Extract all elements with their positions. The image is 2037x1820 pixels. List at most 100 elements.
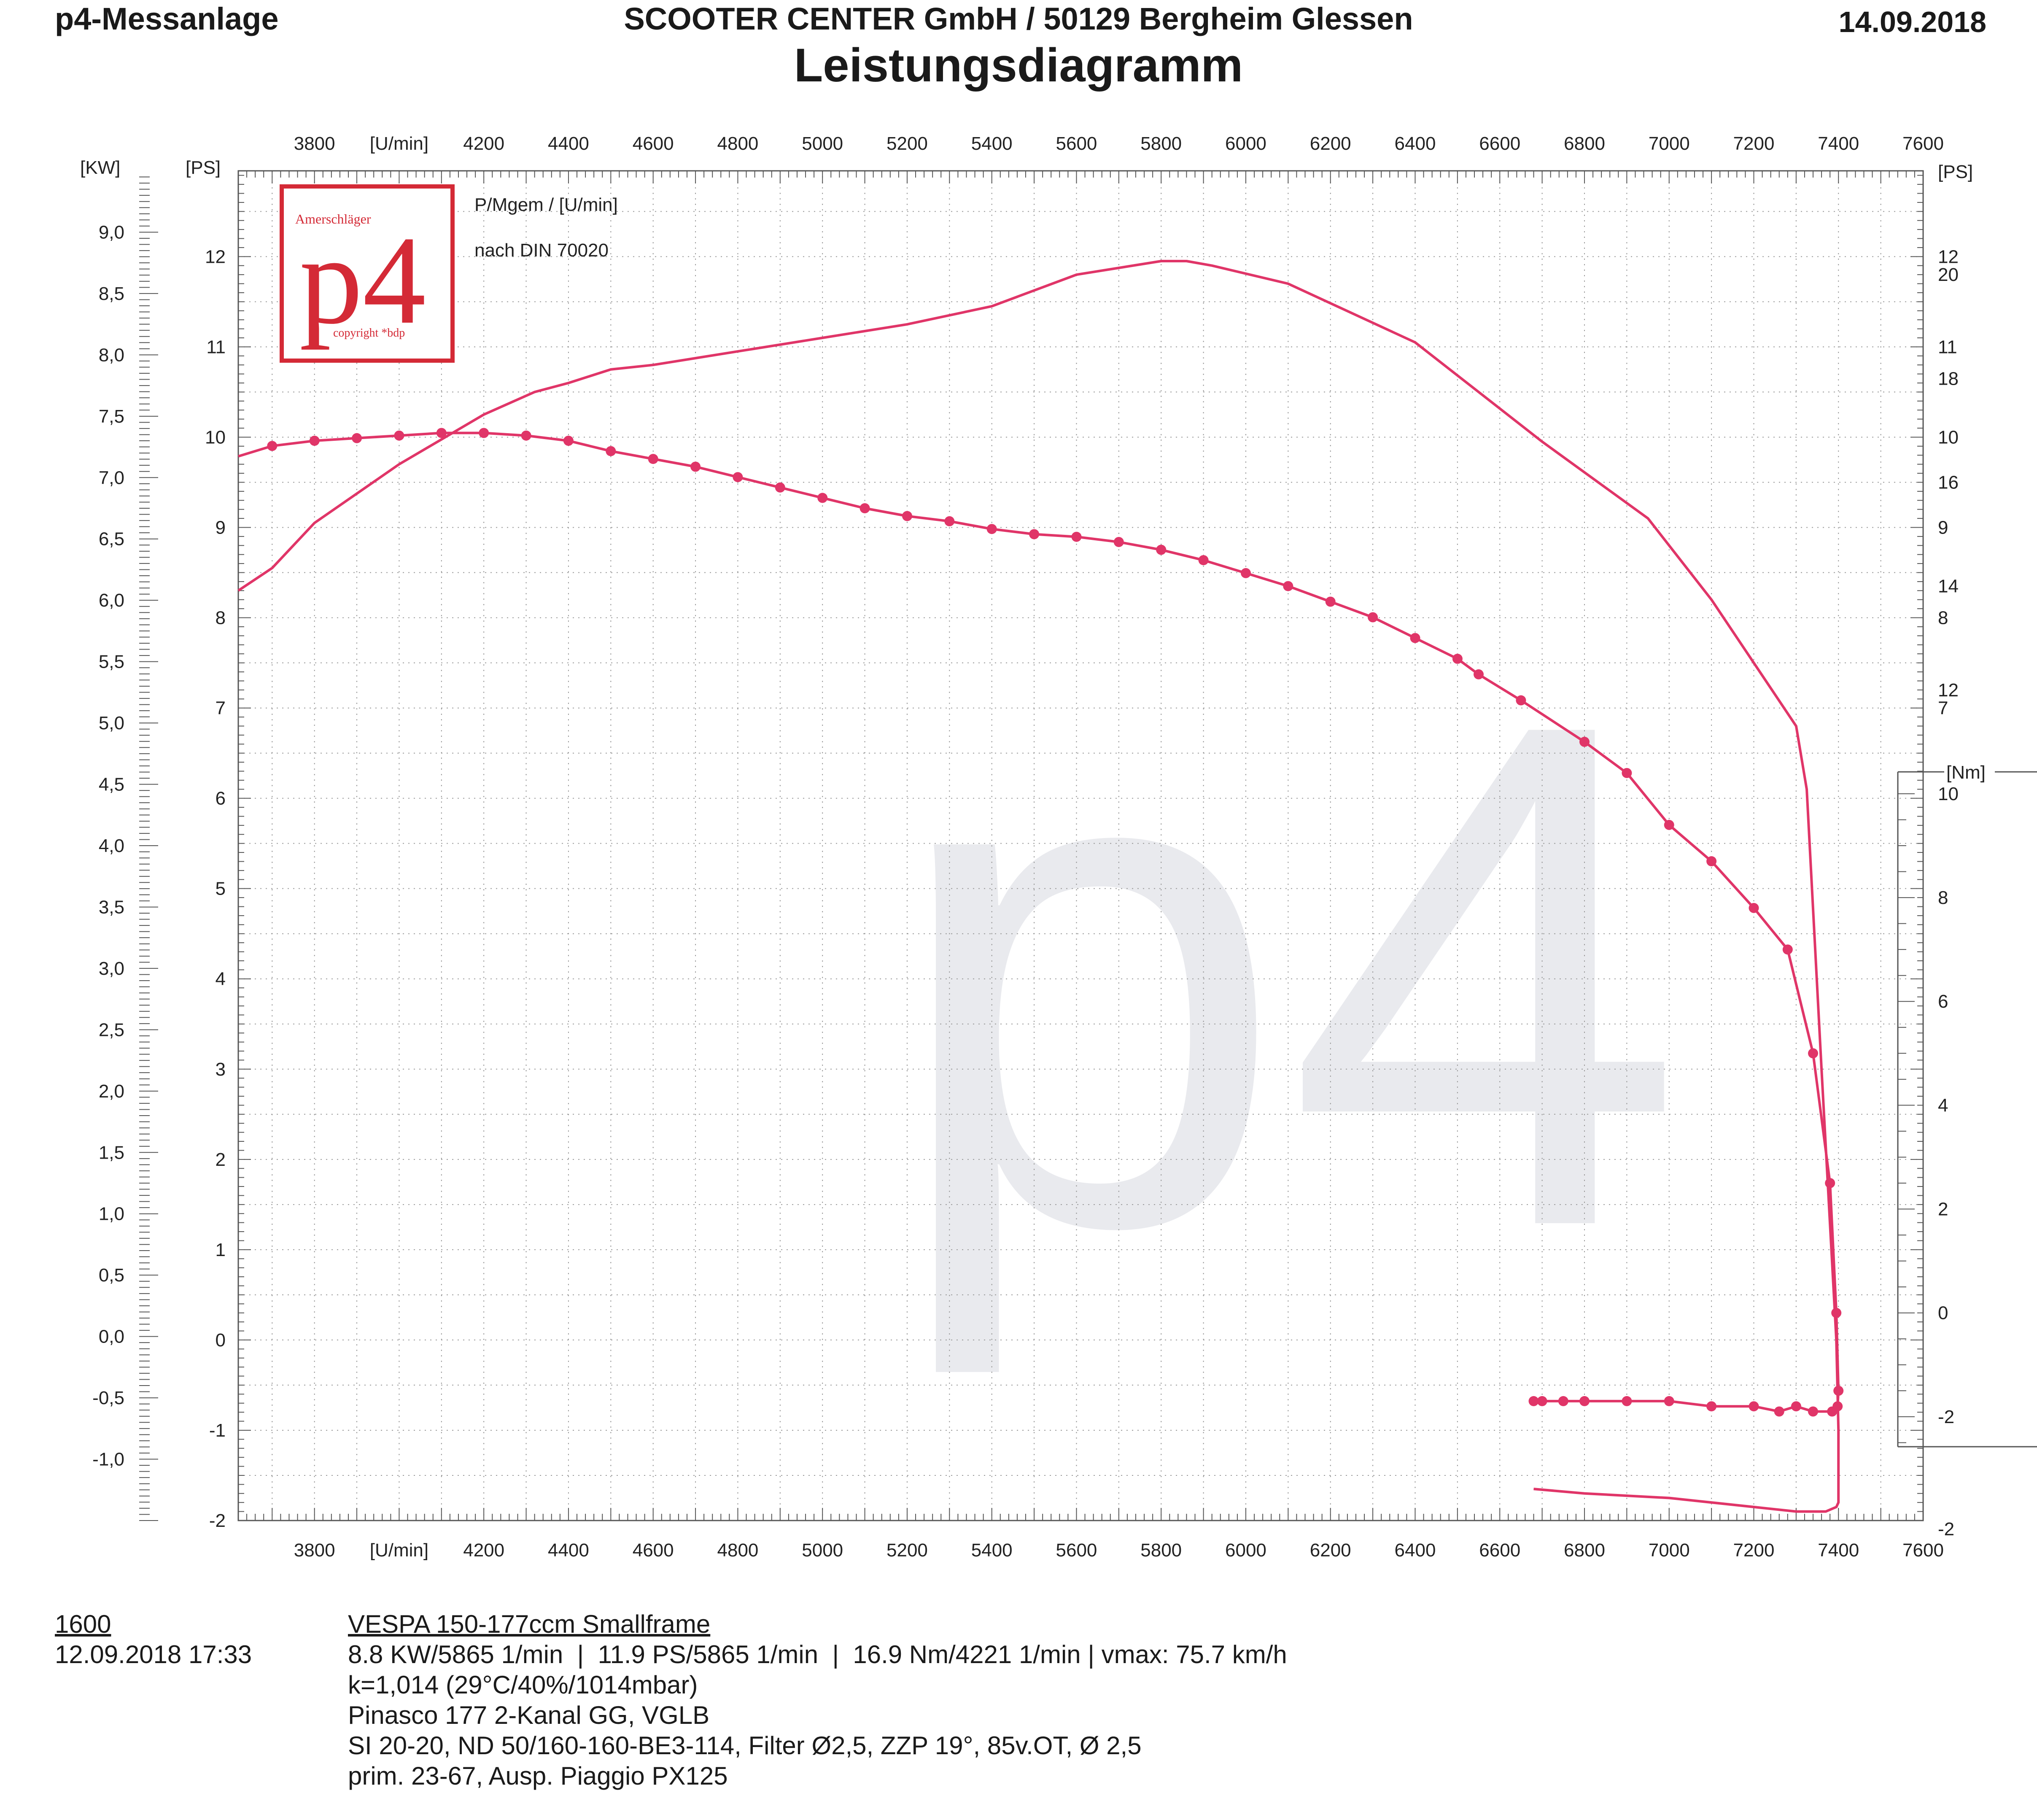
x-tick-label-bottom: 7000 [1649, 1540, 1690, 1561]
x-tick-label-bottom: 5800 [1140, 1540, 1182, 1561]
kw-tick-label: 0,5 [99, 1265, 124, 1286]
x-tick-label-top: 7200 [1733, 133, 1775, 154]
torque-curve-point [521, 430, 531, 441]
ps-tick-label: 1 [216, 1240, 226, 1260]
x-tick-label-top: 4800 [717, 133, 759, 154]
legend-line-1: P/Mgem / [U/min] [474, 194, 618, 215]
ps-tick-label: 10 [205, 427, 226, 448]
company-name: SCOOTER CENTER GmbH / 50129 Bergheim Gle… [624, 1, 1413, 36]
x-tick-label-bottom: 4200 [463, 1540, 504, 1561]
x-tick-label-top: 4200 [463, 133, 504, 154]
torque-curve-point [606, 446, 616, 456]
torque-curve-point [309, 436, 320, 446]
nm-tick-label: 14 [1938, 576, 1959, 597]
kw-tick-label: 5,5 [99, 652, 124, 672]
torque-curve-point [1029, 529, 1040, 539]
torque-curve-point [1827, 1406, 1838, 1417]
torque-curve-point [860, 503, 870, 513]
page-title: Leistungsdiagramm [794, 39, 1243, 92]
kw-tick-label: 6,5 [99, 529, 124, 550]
x-tick-label-bottom: 6000 [1225, 1540, 1266, 1561]
x-tick-label-top: 6800 [1564, 133, 1605, 154]
vehicle-line: VESPA 150-177ccm Smallframe [348, 1610, 711, 1638]
x-axis-label-top: [U/min] [370, 133, 428, 154]
torque-curve-point [648, 454, 658, 464]
nm-tick-label: -2 [1938, 1407, 1954, 1427]
torque-curve-point [267, 441, 278, 451]
nm-tick-label: 20 [1938, 264, 1959, 285]
torque-curve-point [1452, 653, 1463, 664]
torque-curve-point [775, 482, 785, 493]
ps-tick-label: 11 [206, 337, 226, 357]
x-axis-label-bottom: [U/min] [370, 1540, 428, 1561]
ps-tick-label-right: 11 [1938, 337, 1957, 357]
ps-tick-label: 7 [216, 698, 226, 719]
kw-tick-label: 3,0 [99, 958, 124, 979]
watermark-text: p4 [888, 574, 1685, 1380]
x-tick-label-top: 6600 [1479, 133, 1520, 154]
ps-tick-label: 8 [216, 608, 226, 628]
kw-axis-label: [KW] [80, 157, 120, 178]
test-description: VESPA 150-177ccm Smallframe 8.8 KW/5865 … [348, 1609, 1287, 1791]
ps-tick-label: 2 [216, 1149, 226, 1170]
ps-tick-label: 4 [216, 969, 226, 990]
torque-curve-point [1410, 633, 1420, 643]
station-name: p4-Messanlage [55, 1, 279, 36]
nm-tick-label: 12 [1938, 680, 1959, 701]
x-tick-label-bottom: 7200 [1733, 1540, 1775, 1561]
x-tick-label-top: 3800 [294, 133, 335, 154]
x-tick-label-bottom: 6800 [1564, 1540, 1605, 1561]
torque-curve-point [479, 428, 489, 438]
torque-curve-point [1325, 596, 1336, 607]
ps-tick-label: 6 [216, 788, 226, 809]
nm-tick-label: 4 [1938, 1095, 1948, 1116]
torque-curve-point [1516, 695, 1526, 706]
torque-curve-point [1706, 856, 1717, 866]
logo-big-text: p4 [299, 210, 426, 351]
kw-tick-label: 3,5 [99, 897, 124, 917]
kw-tick-label: 8,5 [99, 283, 124, 304]
chart-grid [238, 171, 1924, 1521]
nm-axis-bottom-label: -2 [1938, 1519, 1954, 1540]
ps-tick-label-right: 8 [1938, 608, 1948, 628]
torque-curve-point [1664, 1396, 1674, 1406]
x-tick-label-bottom: 5000 [802, 1540, 843, 1561]
ps-axis-label-right: [PS] [1938, 162, 1973, 182]
torque-curve-point [563, 436, 574, 446]
nm-tick-label: 8 [1938, 887, 1948, 908]
torque-curve-point [436, 428, 447, 438]
nm-tick-label: 0 [1938, 1303, 1948, 1324]
torque-curve-point [1749, 1401, 1759, 1412]
torque-curve-point [1831, 1308, 1842, 1318]
ps-tick-label: 0 [216, 1330, 226, 1351]
x-tick-label-bottom: 5600 [1056, 1540, 1097, 1561]
kw-tick-label: 0,0 [99, 1327, 124, 1347]
x-tick-label-bottom: 4400 [548, 1540, 589, 1561]
torque-curve-point [1241, 568, 1251, 578]
torque-curve-point [1528, 1396, 1539, 1406]
torque-curve-point [1749, 903, 1759, 913]
torque-curve-point [1808, 1048, 1818, 1059]
logo-copyright: copyright *bdp [333, 326, 405, 340]
chart-axes: 3800380042004200440044004600460048004800… [80, 133, 1973, 1561]
p4-logo: Amerschläger p4 copyright *bdp [280, 184, 455, 363]
torque-curve-point [1782, 944, 1793, 955]
x-tick-label-bottom: 6400 [1395, 1540, 1436, 1561]
x-tick-label-top: 6200 [1310, 133, 1351, 154]
x-tick-label-bottom: 6600 [1479, 1540, 1520, 1561]
torque-curve-point [1368, 612, 1378, 623]
nm-tick-label: 6 [1938, 991, 1948, 1012]
print-date: 14.09.2018 [1838, 5, 1986, 38]
kw-tick-label: 4,5 [99, 774, 124, 795]
kw-tick-label: 7,5 [99, 406, 124, 427]
kw-tick-label: 8,0 [99, 345, 124, 365]
cylinder-line: Pinasco 177 2-Kanal GG, VGLB [348, 1701, 710, 1729]
torque-curve-point [1071, 531, 1082, 542]
test-info: 1600 12.09.2018 17:33 VESPA 150-177ccm S… [55, 1609, 1995, 1807]
ps-tick-label: -1 [209, 1420, 226, 1441]
torque-curve-point [944, 516, 955, 526]
ps-tick-label: 9 [216, 517, 226, 538]
ps-tick-label: 3 [216, 1059, 226, 1080]
x-tick-label-top: 6000 [1225, 133, 1266, 154]
